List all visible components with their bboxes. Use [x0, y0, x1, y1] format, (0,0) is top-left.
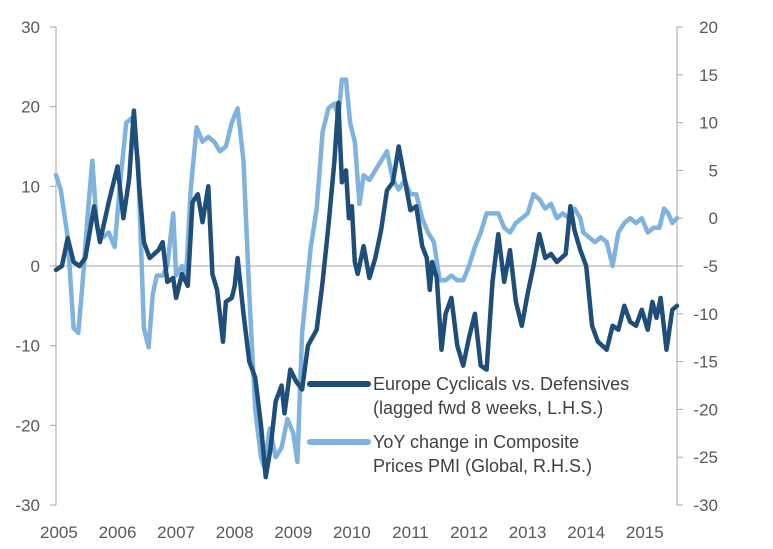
- series-line-cyclicals: [53, 100, 680, 480]
- x-tick-label: 2007: [157, 523, 195, 542]
- left-tick-label: 0: [31, 257, 40, 276]
- series-layer: [53, 77, 680, 480]
- x-tick-label: 2009: [274, 523, 312, 542]
- x-tick-label: 2010: [333, 523, 371, 542]
- legend-label-cyclicals-line1: Europe Cyclicals vs. Defensives: [373, 374, 629, 394]
- left-tick-label: 30: [21, 18, 40, 37]
- chart-legend: Europe Cyclicals vs. Defensives (lagged …: [307, 374, 629, 476]
- right-axis-ticks: 20 15 10 5 0 -5 -10 -15 -20 -25 -30: [677, 18, 718, 515]
- right-tick-label: -25: [693, 448, 718, 467]
- left-tick-label: 10: [21, 177, 40, 196]
- right-tick-label: 0: [709, 209, 718, 228]
- series-line-pmi: [53, 77, 680, 470]
- x-axis-ticks: 2005 2006 2007 2008 2009 2010 2011 2012 2013 2014…: [40, 523, 664, 542]
- right-tick-label: -20: [693, 400, 718, 419]
- left-tick-label: -20: [15, 416, 40, 435]
- right-tick-label: 5: [709, 161, 718, 180]
- x-tick-label: 2011: [392, 523, 429, 542]
- left-tick-label: -30: [15, 496, 40, 515]
- right-tick-label: 20: [699, 18, 718, 37]
- right-tick-label: -15: [693, 353, 718, 372]
- x-tick-label: 2015: [626, 523, 664, 542]
- legend-label-pmi-line1: YoY change in Composite: [373, 432, 579, 452]
- x-tick-label: 2006: [99, 523, 137, 542]
- right-tick-label: 15: [699, 66, 718, 85]
- left-tick-label: -10: [15, 337, 40, 356]
- x-tick-label: 2012: [450, 523, 488, 542]
- x-tick-label: 2013: [509, 523, 547, 542]
- right-tick-label: -10: [693, 305, 718, 324]
- left-axis-ticks: 30 20 10 0 -10 -20 -30: [15, 18, 56, 515]
- x-tick-label: 2014: [567, 523, 605, 542]
- x-tick-label: 2005: [40, 523, 78, 542]
- legend-label-pmi-line2: Prices PMI (Global, R.H.S.): [373, 456, 592, 476]
- right-tick-label: 10: [699, 114, 718, 133]
- right-tick-label: -5: [703, 257, 718, 276]
- x-tick-label: 2008: [216, 523, 254, 542]
- legend-label-cyclicals-line2: (lagged fwd 8 weeks, L.H.S.): [373, 398, 603, 418]
- left-tick-label: 20: [21, 98, 40, 117]
- right-tick-label: -30: [693, 496, 718, 515]
